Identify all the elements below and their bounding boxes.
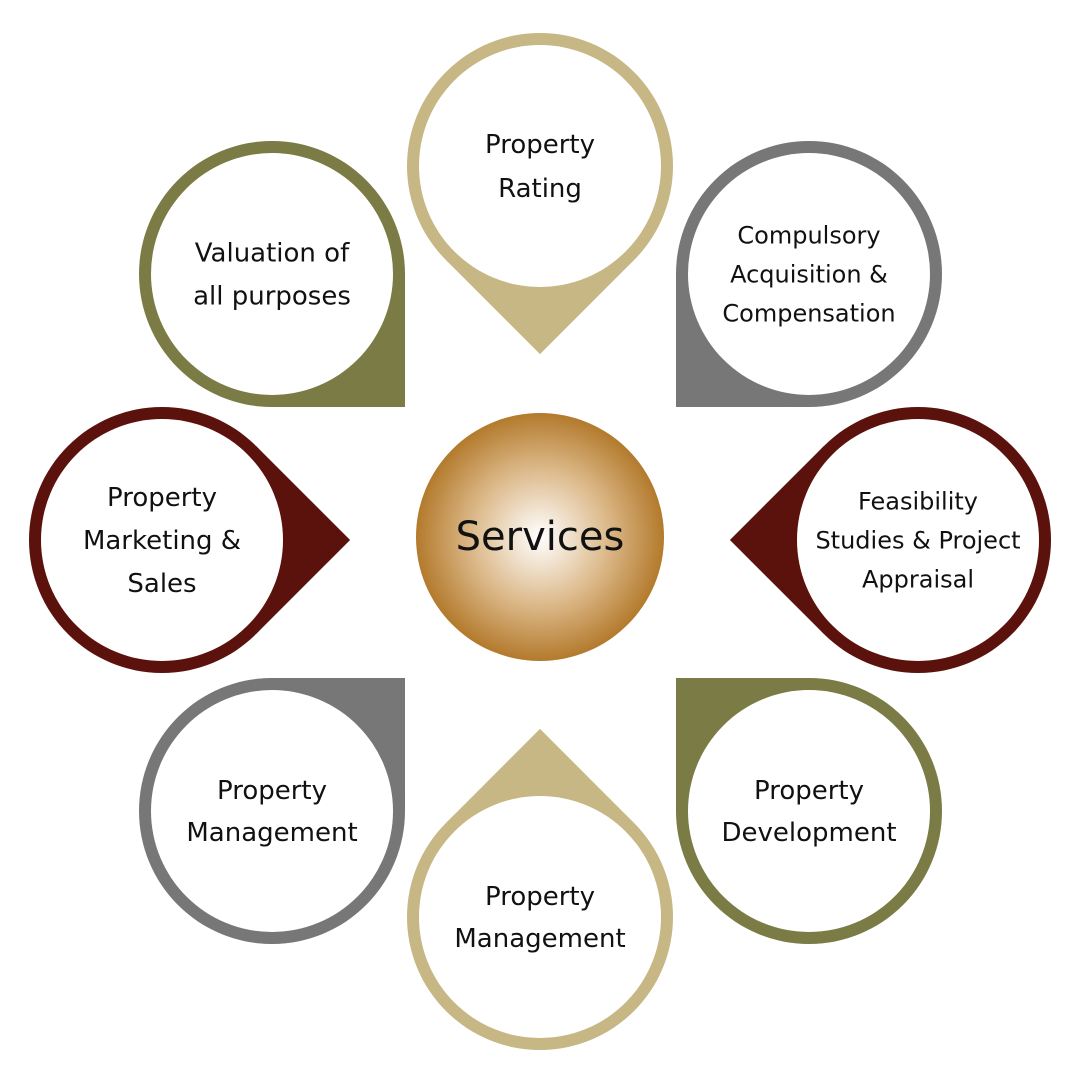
node-label-line: Sales (127, 569, 196, 599)
service-node-compulsory-acquisition: Compulsory Acquisition & Compensation (676, 141, 942, 407)
service-node-valuation: Valuation of all purposes (139, 141, 405, 407)
center-label: Services (456, 514, 625, 560)
node-label-line: Property (754, 776, 864, 806)
node-label-line: Appraisal (862, 565, 974, 593)
node-label-line: Compulsory (737, 221, 880, 249)
node-face (41, 419, 283, 661)
node-face (151, 690, 393, 932)
service-node-property-development: Property Development (676, 678, 942, 944)
node-label-line: Compensation (722, 299, 895, 327)
node-label-line: all purposes (193, 282, 351, 312)
node-label-line: Studies & Project (815, 526, 1020, 554)
center-hub: Services (416, 413, 664, 661)
node-label-line: Acquisition & (730, 260, 888, 288)
node-label-line: Feasibility (858, 487, 978, 515)
node-face (151, 153, 393, 395)
service-node-property-management-left: Property Management (139, 678, 405, 944)
node-face (688, 690, 930, 932)
node-label-line: Property (485, 130, 595, 160)
center-circle (416, 413, 664, 661)
node-label-line: Valuation of (195, 239, 350, 269)
node-label-line: Marketing & (83, 526, 241, 556)
node-face (419, 45, 661, 287)
node-label-line: Property (485, 882, 595, 912)
node-face (419, 796, 661, 1038)
node-label-line: Property (217, 776, 327, 806)
node-label-line: Management (454, 924, 625, 954)
service-node-property-management-bottom: Property Management (407, 728, 673, 1050)
node-face (797, 419, 1039, 661)
node-face (688, 153, 930, 395)
node-label-line: Rating (498, 174, 582, 204)
service-node-feasibility-studies: Feasibility Studies & Project Appraisal (729, 407, 1051, 673)
node-label-line: Property (107, 483, 217, 513)
service-node-property-rating: Property Rating (407, 33, 673, 355)
node-label-line: Management (186, 818, 357, 848)
node-label-line: Development (721, 818, 896, 848)
service-node-property-marketing-sales: Property Marketing & Sales (29, 407, 351, 673)
